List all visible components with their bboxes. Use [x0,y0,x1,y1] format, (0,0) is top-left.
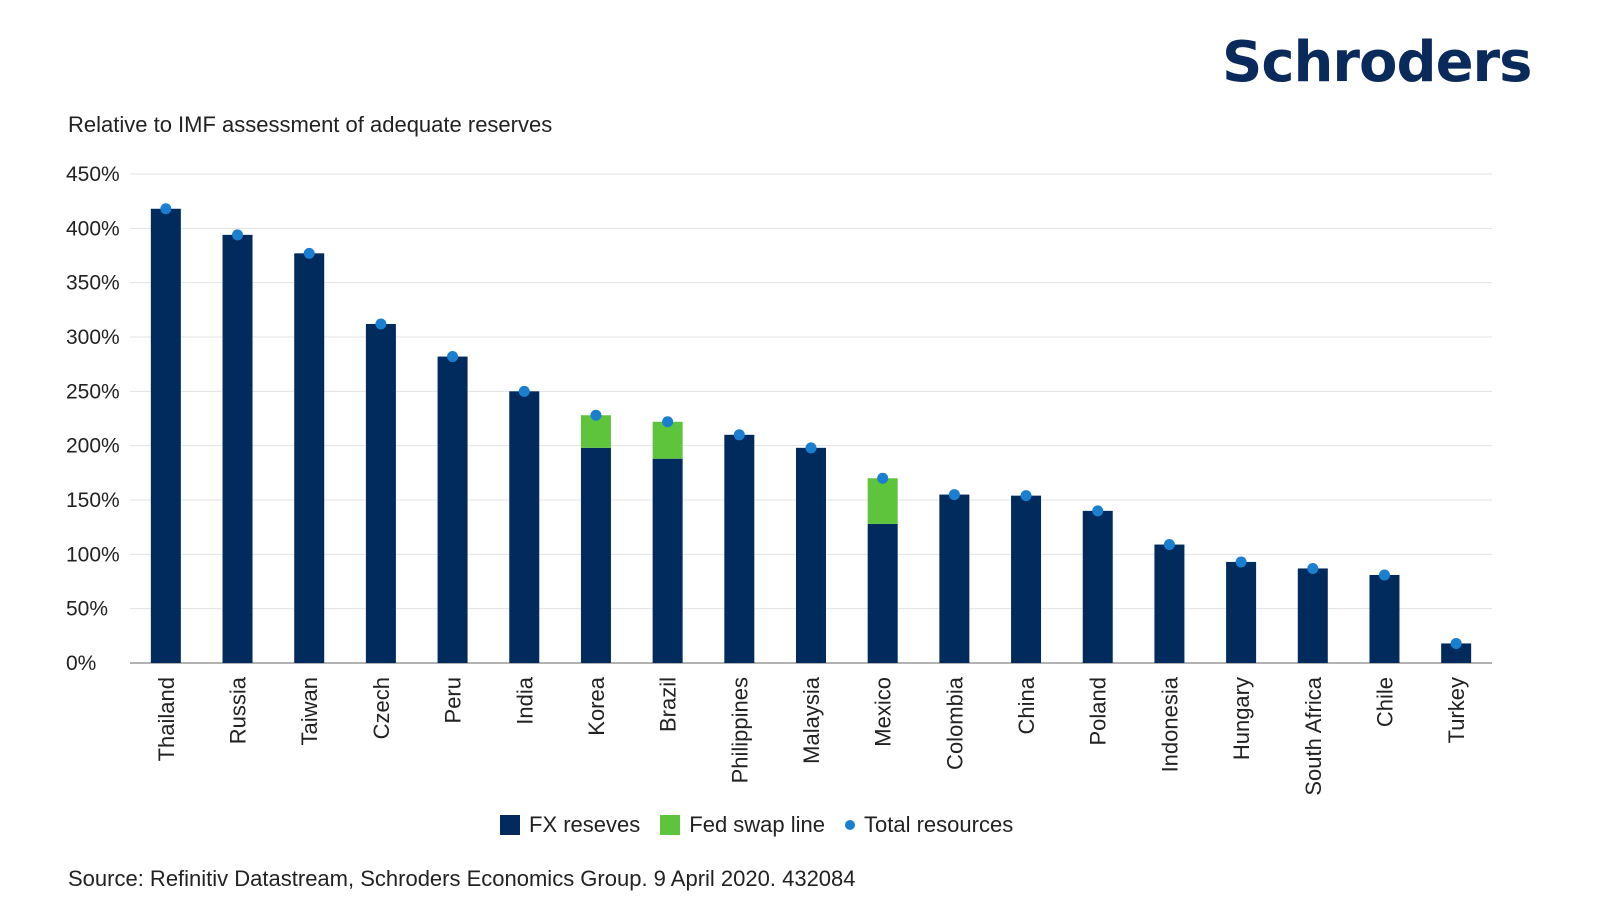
x-tick-label: Czech [369,677,394,739]
y-tick-label: 50% [66,598,108,621]
bar-fx-reserves [1011,495,1042,663]
point-total-resources [303,247,315,259]
legend: FX reseves Fed swap line Total resources [500,812,1033,838]
bar-fx-reserves [724,434,755,663]
y-tick-label: 400% [66,217,120,240]
point-total-resources [590,409,602,421]
y-tick-label: 300% [66,326,120,349]
bar-fx-reserves [1369,574,1400,663]
point-total-resources [1450,637,1462,649]
x-tick-label: Turkey [1444,677,1469,743]
legend-item-swap: Fed swap line [660,812,825,838]
y-tick-label: 250% [66,380,120,403]
bar-fx-reserves [150,208,181,664]
bar-fx-reserves [1441,643,1472,663]
legend-item-fx: FX reseves [500,812,640,838]
legend-item-total: Total resources [845,812,1013,838]
point-total-resources [662,416,674,428]
point-total-resources [1020,490,1032,502]
bar-fx-reserves [294,253,325,663]
bar-fx-reserves [365,323,396,663]
y-tick-label: 150% [66,489,120,512]
x-tick-label: Thailand [154,677,179,761]
x-tick-label: Chile [1372,677,1397,727]
point-total-resources [1378,569,1390,581]
y-tick-label: 200% [66,435,120,458]
y-tick-label: 350% [66,272,120,295]
point-total-resources [1163,539,1175,551]
legend-marker-total [845,820,856,830]
legend-label-total: Total resources [864,812,1014,837]
bar-fx-reserves [580,447,611,663]
chart-subtitle: Relative to IMF assessment of adequate r… [68,112,553,137]
bar-fx-reserves [939,494,970,663]
legend-label-fx: FX reseves [529,812,641,837]
point-total-resources [805,442,817,454]
bar-fx-reserves [1226,561,1257,663]
source-note: Source: Refinitiv Datastream, Schroders … [68,866,856,891]
point-total-resources [160,203,172,215]
point-total-resources [375,318,387,330]
x-tick-label: Mexico [871,677,896,747]
x-tick-label: Philippines [727,677,752,783]
point-total-resources [1307,562,1319,574]
bar-fx-reserves [1154,544,1185,663]
bar-fx-reserves [222,234,253,663]
bar-fx-reserves [867,523,898,663]
x-tick-label: Russia [226,676,251,744]
x-tick-label: Indonesia [1157,676,1182,772]
bar-fed-swap-line [652,421,683,459]
y-tick-label: 100% [66,543,120,566]
point-total-resources [518,385,530,397]
point-total-resources [877,472,889,484]
x-tick-label: Korea [584,676,609,735]
point-total-resources [232,229,244,241]
y-tick-label: 0% [66,652,96,675]
schroders-logo: Schroders [1222,30,1532,95]
bar-fx-reserves [509,391,540,663]
x-tick-label: South Africa [1301,676,1326,795]
x-tick-label: Taiwan [297,677,322,745]
x-tick-label: Peru [441,677,466,723]
bar-fx-reserves [652,458,683,663]
point-total-resources [1092,505,1104,517]
x-tick-label: Brazil [656,677,681,732]
legend-label-swap: Fed swap line [689,812,826,837]
y-tick-label: 450% [66,163,120,186]
bar-fx-reserves [437,356,468,663]
x-tick-label: Colombia [942,676,967,770]
point-total-resources [948,489,960,501]
legend-swatch-swap [660,815,681,835]
x-tick-label: China [1014,676,1039,734]
x-tick-label: Malaysia [799,676,824,764]
x-tick-label: India [512,676,537,724]
bar-fx-reserves [1297,568,1328,663]
x-tick-label: Hungary [1229,677,1254,760]
bar-fx-reserves [1082,510,1113,663]
point-total-resources [733,429,745,441]
bar-fx-reserves [796,447,826,663]
x-tick-label: Poland [1086,677,1111,746]
point-total-resources [447,351,459,363]
legend-swatch-fx [500,815,520,835]
bar-fed-swap-line [867,478,898,524]
point-total-resources [1235,556,1247,568]
